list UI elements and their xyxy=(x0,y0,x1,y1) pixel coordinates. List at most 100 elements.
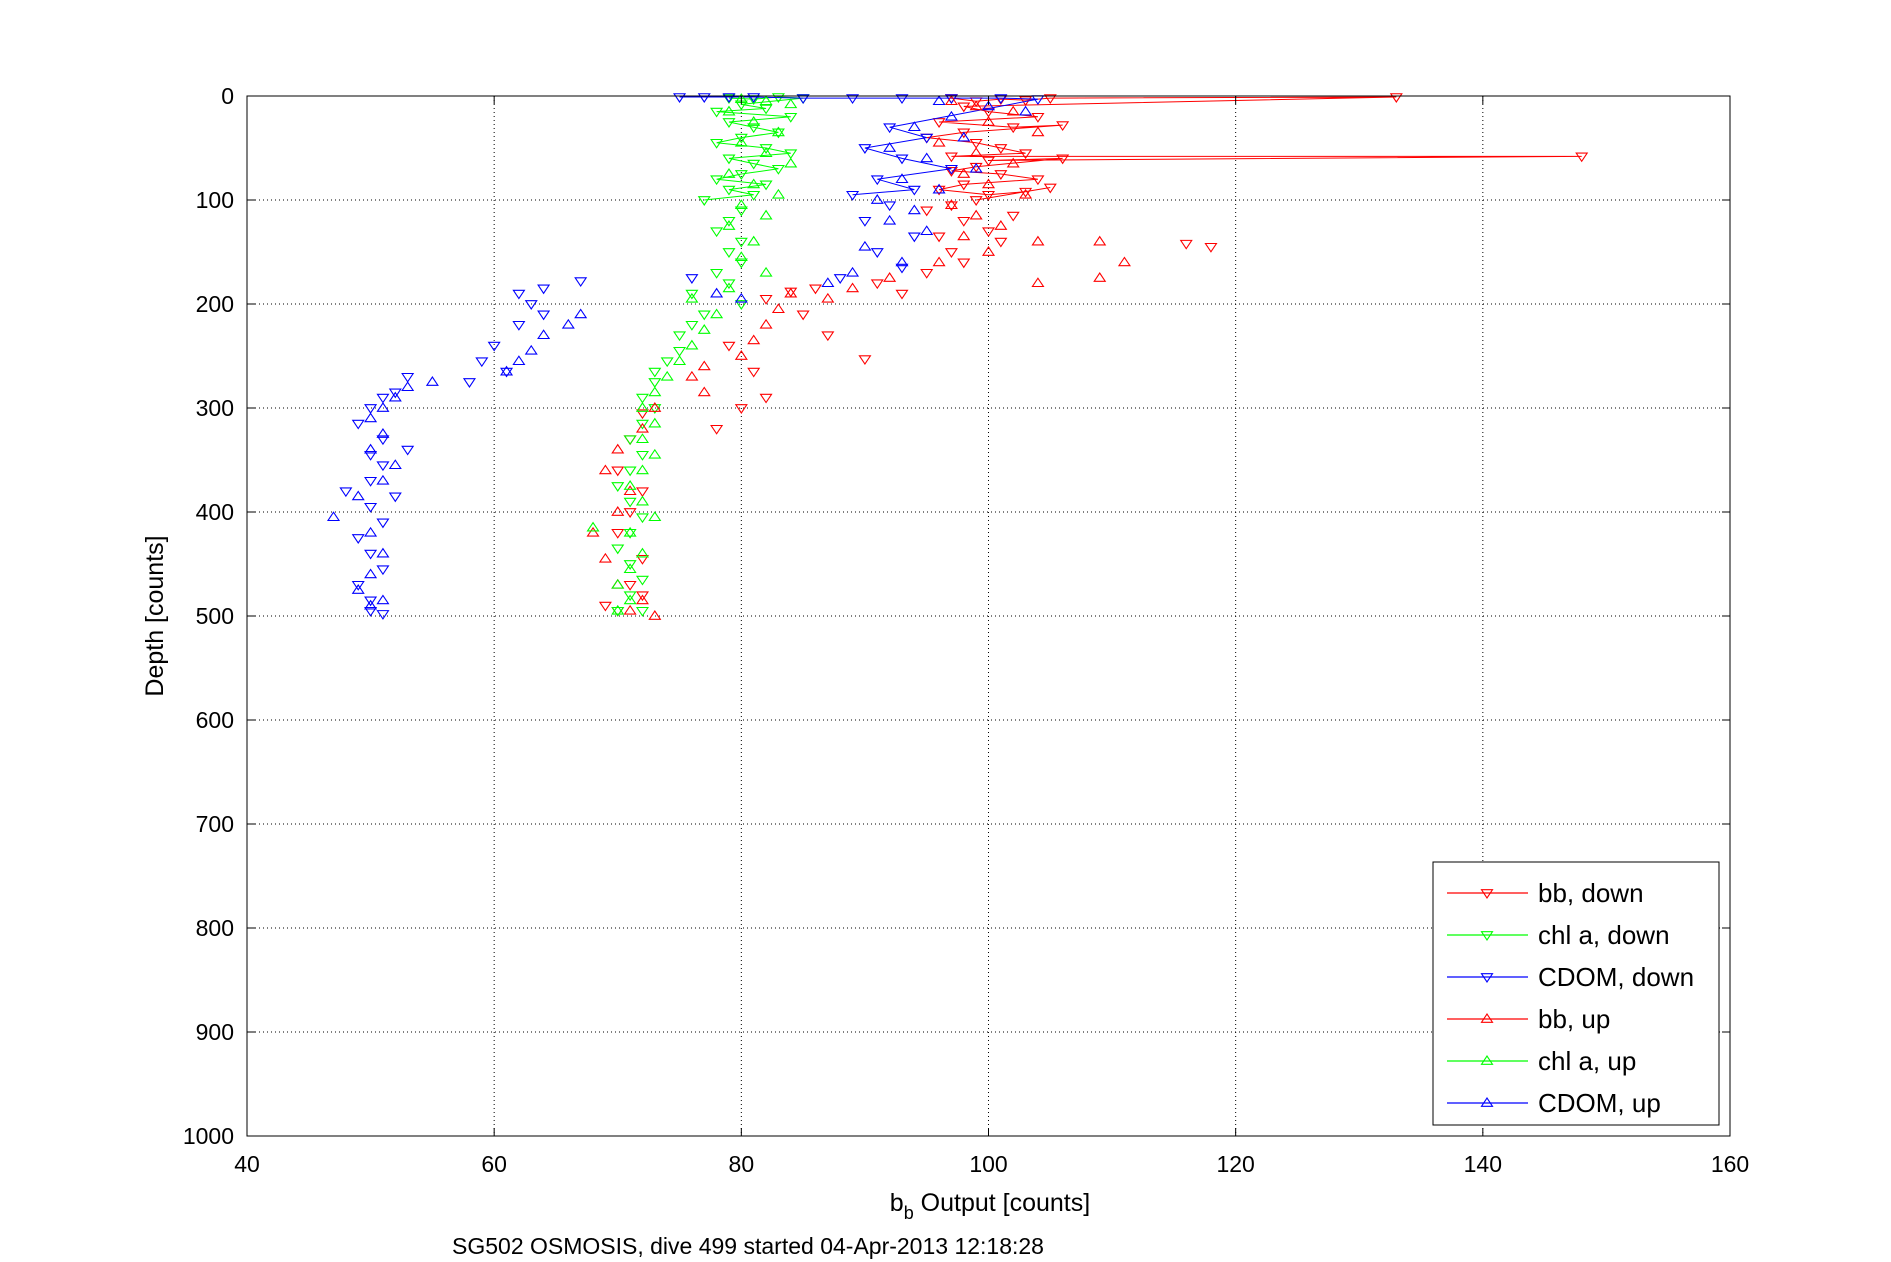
data-point xyxy=(994,94,1008,105)
data-point xyxy=(648,386,662,397)
data-point xyxy=(944,201,958,212)
data-point xyxy=(1031,235,1045,246)
data-point xyxy=(623,604,637,615)
y-tick-label: 400 xyxy=(196,499,234,525)
data-point xyxy=(771,188,785,199)
data-point xyxy=(957,230,971,241)
legend-label: chl a, down xyxy=(1538,920,1670,950)
data-point xyxy=(487,341,501,352)
data-point xyxy=(920,268,934,279)
data-point xyxy=(364,443,378,454)
data-point xyxy=(364,568,378,579)
x-tick-label: 120 xyxy=(1216,1151,1254,1177)
data-point xyxy=(1117,256,1131,267)
legend-marker xyxy=(1480,889,1494,899)
data-point xyxy=(635,450,649,461)
data-point xyxy=(932,118,946,128)
legend-marker xyxy=(1480,1013,1494,1023)
data-point xyxy=(771,126,785,137)
data-point xyxy=(376,461,390,472)
data-point xyxy=(994,144,1008,154)
data-point xyxy=(697,310,711,321)
data-point xyxy=(759,95,773,106)
y-tick-label: 800 xyxy=(196,915,234,941)
data-point xyxy=(907,185,921,196)
data-point xyxy=(722,220,736,230)
x-axis-label-main: b xyxy=(890,1189,904,1217)
data-point xyxy=(969,209,983,220)
data-point xyxy=(944,164,958,175)
data-point xyxy=(1056,154,1070,165)
data-point xyxy=(858,144,872,154)
data-point xyxy=(734,292,748,303)
data-point xyxy=(944,199,958,210)
data-point xyxy=(883,272,897,282)
x-tick-label: 160 xyxy=(1711,1151,1749,1177)
data-point xyxy=(1019,149,1033,160)
data-point xyxy=(1031,112,1045,123)
data-point xyxy=(932,256,946,267)
data-point xyxy=(364,599,378,610)
data-point xyxy=(771,128,785,139)
data-point xyxy=(895,154,909,165)
data-point xyxy=(598,464,612,475)
series-bb-down xyxy=(598,93,1589,617)
data-point xyxy=(710,107,724,118)
data-point xyxy=(388,388,402,399)
data-point xyxy=(759,209,773,220)
data-point xyxy=(673,331,687,342)
x-axis-label-rest: Output [counts] xyxy=(914,1189,1091,1217)
data-point xyxy=(475,357,489,368)
data-point xyxy=(883,123,897,134)
data-point xyxy=(759,180,773,191)
legend-label: CDOM, up xyxy=(1538,1088,1661,1118)
data-point xyxy=(462,378,476,388)
data-point xyxy=(611,466,625,477)
data-point xyxy=(784,112,798,123)
data-point xyxy=(623,591,637,602)
data-point xyxy=(920,133,934,144)
data-point xyxy=(697,386,711,397)
data-point xyxy=(611,544,625,555)
legend-label: chl a, up xyxy=(1538,1046,1636,1076)
data-point xyxy=(586,521,600,532)
data-point xyxy=(821,292,835,303)
data-point xyxy=(401,372,415,383)
data-point xyxy=(635,554,649,565)
data-point xyxy=(1019,188,1033,199)
data-point xyxy=(524,344,538,355)
data-point xyxy=(932,95,946,106)
legend-label: bb, up xyxy=(1538,1004,1610,1034)
data-point xyxy=(722,154,736,165)
data-point xyxy=(957,131,971,142)
data-point xyxy=(376,518,390,529)
legend: bb, down chl a, down CDOM, down bb, up chl a… xyxy=(1432,861,1720,1126)
data-point xyxy=(710,138,724,149)
data-point xyxy=(623,466,637,477)
data-point xyxy=(932,232,946,243)
data-point xyxy=(673,93,687,103)
data-point xyxy=(932,183,946,194)
data-point xyxy=(635,606,649,617)
data-point xyxy=(635,575,649,586)
data-point xyxy=(784,157,798,168)
data-point xyxy=(722,94,736,105)
data-point xyxy=(339,487,353,498)
data-point xyxy=(388,492,402,503)
data-point xyxy=(697,324,711,334)
data-point xyxy=(734,237,748,248)
data-point xyxy=(376,474,390,485)
data-point xyxy=(1204,242,1218,253)
data-point xyxy=(981,190,996,201)
data-point xyxy=(635,402,649,412)
data-point xyxy=(648,610,662,620)
data-point xyxy=(586,526,600,537)
data-point xyxy=(771,164,785,175)
data-point xyxy=(635,594,649,605)
data-point xyxy=(499,367,514,378)
data-point xyxy=(920,152,934,163)
data-point xyxy=(611,606,625,617)
data-point xyxy=(858,240,872,251)
y-axis-label: Depth [counts] xyxy=(141,535,169,696)
x-tick-label: 140 xyxy=(1464,1151,1502,1177)
